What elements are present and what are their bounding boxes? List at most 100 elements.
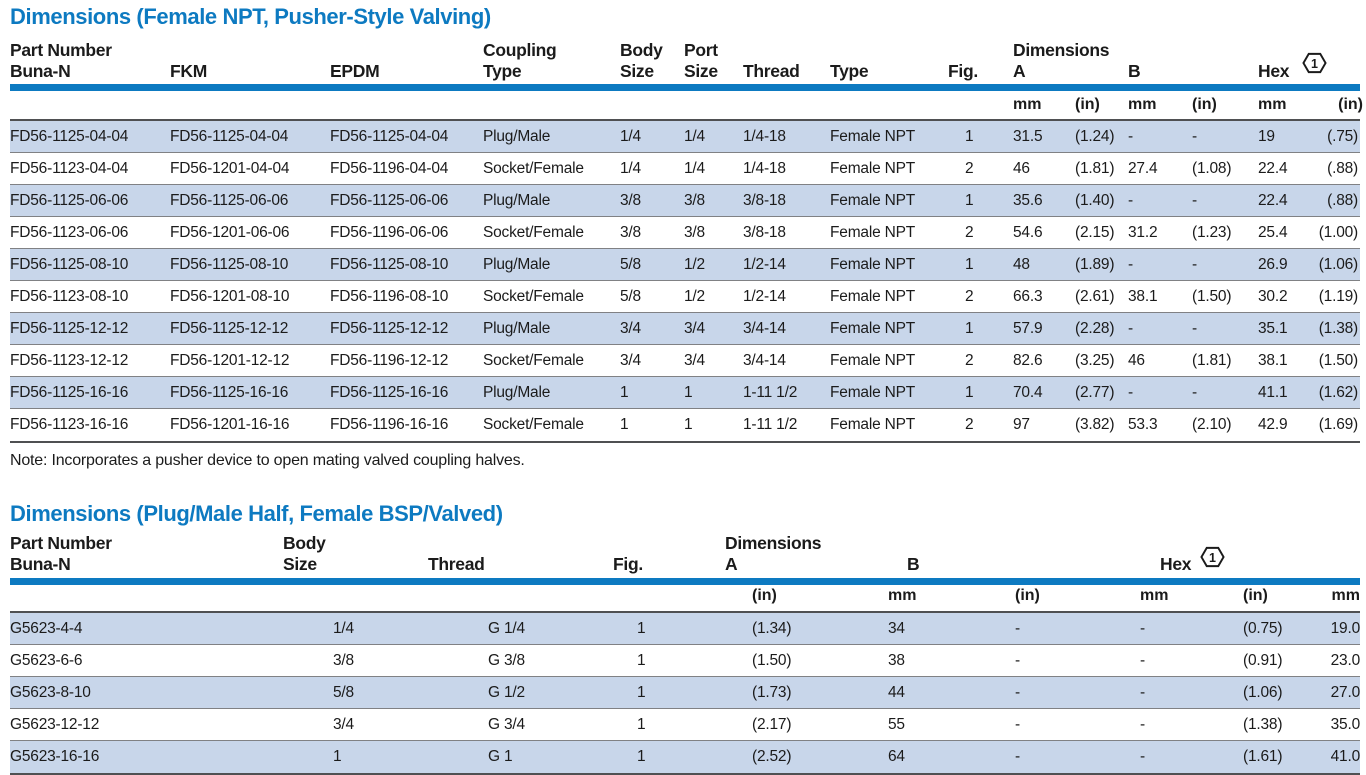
- cell-a-mm: 34: [888, 620, 905, 637]
- cell-a-mm: 31.5: [1013, 128, 1043, 145]
- cell-type: Female NPT: [830, 416, 915, 433]
- cell-hex-mm: 23.0: [1330, 652, 1361, 669]
- col-header-coupling-line2: Type: [483, 61, 522, 81]
- cell-buna: G5623-8-10: [10, 684, 91, 701]
- cell-thread: G 3/4: [488, 716, 525, 733]
- col-header-epdm: EPDM: [330, 61, 380, 81]
- cell-b-mm: -: [1128, 384, 1133, 401]
- cell-b-mm: -: [1140, 620, 1145, 637]
- cell-hex-in: (1.61): [1243, 748, 1283, 765]
- cell-port: 3/8: [684, 192, 705, 209]
- col-header-dim-b: B: [907, 554, 920, 574]
- cell-body: 3/4: [620, 352, 641, 369]
- cell-hex-in: (.75): [1327, 128, 1358, 145]
- cell-a-mm: 44: [888, 684, 905, 701]
- header-rule: [10, 578, 1360, 585]
- cell-thread: 1-11 1/2: [743, 416, 798, 433]
- cell-epdm: FD56-1125-08-10: [330, 256, 449, 273]
- cell-a-in: (1.73): [752, 684, 792, 701]
- cell-hex-in: (1.38): [1318, 320, 1358, 337]
- cell-hex-in: (1.69): [1318, 416, 1358, 433]
- cell-hex-mm: 22.4: [1258, 160, 1288, 177]
- cell-coupling: Socket/Female: [483, 160, 584, 177]
- col-header-body-line2: Size: [620, 61, 654, 81]
- cell-b-in: -: [1015, 620, 1020, 637]
- cell-b-in: -: [1015, 716, 1020, 733]
- cell-thread: 3/8-18: [743, 192, 786, 209]
- units-row: (in) mm (in) mm (in) mm: [0, 587, 1366, 611]
- cell-fkm: FD56-1201-16-16: [170, 416, 290, 433]
- cell-type: Female NPT: [830, 160, 915, 177]
- cell-b-mm: 27.4: [1128, 160, 1158, 177]
- cell-thread: 3/8-18: [743, 224, 786, 241]
- cell-fig: 1: [965, 256, 974, 273]
- cell-hex-in: (0.91): [1243, 652, 1283, 669]
- cell-fig: 1: [637, 748, 646, 765]
- col-header-part-number: Part Number: [10, 533, 112, 553]
- unit-hex-mm: mm: [1331, 587, 1360, 604]
- cell-hex-mm: 41.1: [1258, 384, 1288, 401]
- cell-b-mm: -: [1128, 320, 1133, 337]
- cell-body: 1: [620, 416, 629, 433]
- cell-port: 1/4: [684, 128, 705, 145]
- col-header-coupling-line1: Coupling: [483, 40, 557, 60]
- cell-hex-mm: 30.2: [1258, 288, 1288, 305]
- cell-fkm: FD56-1201-12-12: [170, 352, 290, 369]
- cell-hex-mm: 27.0: [1330, 684, 1361, 701]
- col-header-body-line1: Body: [283, 533, 326, 553]
- cell-type: Female NPT: [830, 224, 915, 241]
- cell-thread: 3/4-14: [743, 320, 786, 337]
- cell-thread: 1/2-14: [743, 256, 786, 273]
- cell-a-mm: 54.6: [1013, 224, 1043, 241]
- unit-hex-mm: mm: [1258, 96, 1287, 113]
- cell-coupling: Socket/Female: [483, 224, 584, 241]
- col-header-fkm: FKM: [170, 61, 208, 81]
- cell-buna: FD56-1125-12-12: [10, 320, 129, 337]
- cell-buna: FD56-1123-08-10: [10, 288, 129, 305]
- cell-hex-in: (1.19): [1318, 288, 1358, 305]
- table2-body: G5623-4-4 1/4 G 1/4 1 (1.34) 34- - (0.75) 19.0 G5…: [10, 611, 1360, 775]
- cell-b-mm: -: [1140, 652, 1145, 669]
- cell-a-in: (1.81): [1075, 160, 1115, 177]
- cell-b-in: (1.23): [1192, 224, 1232, 241]
- cell-b-mm: 38.1: [1128, 288, 1158, 305]
- unit-b-in: (in): [1192, 96, 1217, 113]
- col-header-body-line2: Size: [283, 554, 317, 574]
- cell-port: 1/2: [684, 256, 705, 273]
- cell-hex-mm: 26.9: [1258, 256, 1288, 273]
- cell-b-in: (1.08): [1192, 160, 1232, 177]
- cell-a-mm: 57.9: [1013, 320, 1043, 337]
- col-header-fig: Fig.: [613, 554, 643, 574]
- table-row: FD56-1125-16-16 FD56-1125-16-16 FD56-1125-…: [10, 377, 1360, 409]
- cell-b-in: -: [1015, 684, 1020, 701]
- col-header-part-number: Part Number: [10, 40, 112, 60]
- cell-b-mm: 31.2: [1128, 224, 1158, 241]
- unit-a-mm: mm: [888, 587, 917, 604]
- cell-epdm: FD56-1196-12-12: [330, 352, 449, 369]
- cell-fkm: FD56-1125-04-04: [170, 128, 289, 145]
- col-header-dimensions: Dimensions: [1013, 40, 1110, 60]
- table-row: G5623-16-16 1 G 1 1 (2.52) 64 - - (1.61) 41.0: [10, 741, 1360, 773]
- cell-fig: 1: [637, 620, 646, 637]
- cell-fig: 2: [965, 224, 974, 241]
- col-header-body-line1: Body: [620, 40, 663, 60]
- cell-coupling: Plug/Male: [483, 320, 551, 337]
- cell-type: Female NPT: [830, 192, 915, 209]
- col-header-buna-n: Buna-N: [10, 61, 71, 81]
- cell-hex-mm: 19: [1258, 128, 1275, 145]
- col-header-port-line2: Size: [684, 61, 718, 81]
- cell-a-mm: 97: [1013, 416, 1030, 433]
- col-header-dim-a: A: [725, 554, 738, 574]
- cell-hex-mm: 22.4: [1258, 192, 1288, 209]
- cell-fkm: FD56-1125-16-16: [170, 384, 289, 401]
- cell-a-in: (1.34): [752, 620, 792, 637]
- table-row: G5623-6-6 3/8 G 3/8 1 (1.50) 38 - - (0.91) 23.0: [10, 645, 1360, 677]
- cell-b-mm: -: [1140, 716, 1145, 733]
- cell-a-mm: 66.3: [1013, 288, 1043, 305]
- cell-thread: 3/4-14: [743, 352, 786, 369]
- table-row: FD56-1123-12-12 FD56-1201-12-12 FD56-1196-…: [10, 345, 1360, 377]
- cell-buna: FD56-1125-04-04: [10, 128, 129, 145]
- cell-epdm: FD56-1196-16-16: [330, 416, 449, 433]
- cell-port: 1: [684, 384, 693, 401]
- cell-type: Female NPT: [830, 288, 915, 305]
